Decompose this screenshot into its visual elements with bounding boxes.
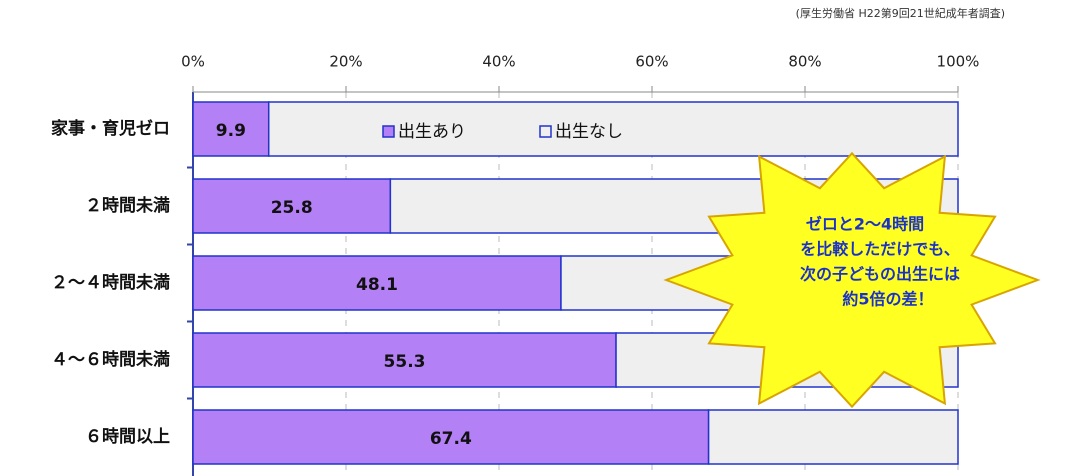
category-label: 家事・育児ゼロ [51,118,170,139]
value-label: 55.3 [384,352,426,372]
category-label: ２時間未満 [85,195,170,216]
value-label: 67.4 [430,429,472,449]
x-tick-label: 60% [635,53,668,71]
callout-text: ゼロと2～4時間 [806,215,924,234]
callout-text: を比較しただけでも、 [800,240,960,259]
category-label: ４～６時間未満 [51,349,170,370]
x-tick-label: 20% [329,53,362,71]
callout-text: 次の子どもの出生には [800,265,960,284]
legend-label: 出生あり [398,122,466,142]
bar-segment [192,332,617,388]
value-label: 48.1 [356,275,398,295]
x-tick-label: 100% [937,53,980,71]
callout-text: 約5倍の差！ [842,290,933,309]
category-label: ６時間以上 [85,426,170,447]
legend-swatch [382,125,395,138]
value-label: 25.8 [271,198,313,218]
x-tick-label: 80% [788,53,821,71]
value-label: 9.9 [216,121,246,141]
bar-segment [192,255,562,311]
bar-segment [192,101,270,157]
category-label: ２～４時間未満 [51,272,170,293]
bar-segment [192,409,710,465]
x-tick-label: 0% [181,53,205,71]
legend-label: 出生なし [555,122,623,142]
source-note: (厚生労働省 H22第9回21世紀成年者調査) [796,6,1005,20]
bar-segment [707,409,959,465]
x-tick-label: 40% [482,53,515,71]
legend-swatch [539,125,552,138]
starburst [663,151,1041,409]
